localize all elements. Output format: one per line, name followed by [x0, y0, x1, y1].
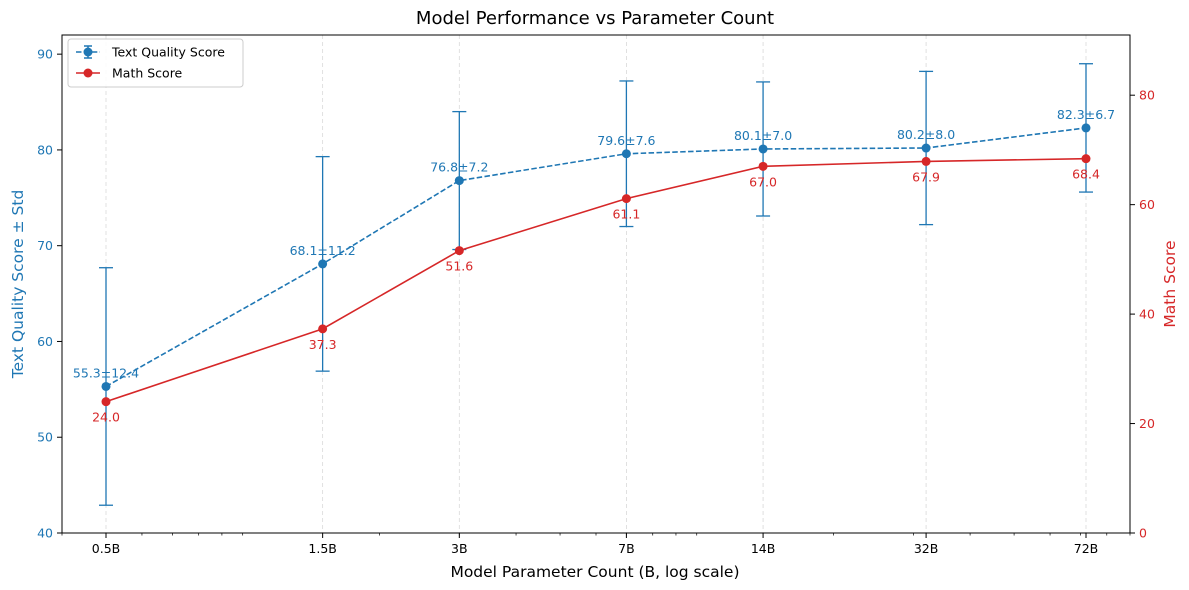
data-label-text-quality: 80.2±8.0 — [897, 127, 955, 142]
data-label-text-quality: 68.1±11.2 — [290, 243, 356, 258]
data-labels: 55.3±12.4 68.1±11.2 76.8±7.2 79.6±7.6 80.1±7… — [73, 107, 1115, 425]
data-label-math: 51.6 — [445, 259, 473, 274]
grid-lines — [105, 35, 1087, 533]
point-math — [758, 161, 768, 171]
legend-box — [67, 38, 244, 88]
data-label-text-quality: 79.6±7.6 — [597, 133, 655, 148]
y-left-tick-label-2: 60 — [37, 334, 53, 349]
point-math — [101, 397, 111, 407]
data-label-math: 67.0 — [749, 174, 777, 189]
axes: 0.5B 1.5B 3B 7B 14B 32B 72B 40 50 60 70 80 90 0 20 40 60… — [37, 34, 1155, 556]
point-math — [621, 194, 631, 204]
x-tick-label-5: 32B — [914, 541, 938, 556]
y-right-tick-label-4: 80 — [1139, 88, 1155, 103]
y-axis-right-label: Math Score — [1161, 240, 1179, 327]
x-tick-label-2: 3B — [451, 541, 468, 556]
series-layer — [99, 63, 1093, 506]
point-text-quality — [621, 149, 631, 159]
point-text-quality — [454, 176, 464, 186]
y-right-tick-label-1: 20 — [1139, 416, 1155, 431]
x-tick-label-3: 7B — [618, 541, 635, 556]
y-left-tick-label-3: 70 — [37, 238, 53, 253]
data-label-math: 68.4 — [1072, 167, 1100, 182]
point-math — [921, 156, 931, 166]
data-label-text-quality: 82.3±6.7 — [1057, 107, 1115, 122]
point-text-quality — [101, 381, 111, 391]
point-math — [318, 324, 328, 334]
y-right-tick-label-2: 40 — [1139, 307, 1155, 322]
x-tick-label-4: 14B — [751, 541, 775, 556]
x-tick-label-0: 0.5B — [92, 541, 120, 556]
data-label-math: 37.3 — [309, 337, 337, 352]
data-label-text-quality: 55.3±12.4 — [73, 365, 139, 380]
y-right-tick-label-3: 60 — [1139, 197, 1155, 212]
data-label-math: 61.1 — [612, 207, 640, 222]
legend: Text Quality Score Math Score — [67, 38, 244, 88]
point-math — [1081, 154, 1091, 164]
chart-title: Model Performance vs Parameter Count — [416, 8, 774, 29]
legend-item-text-quality: Text Quality Score — [76, 45, 225, 60]
point-text-quality — [758, 144, 768, 154]
y-left-tick-label-5: 90 — [37, 47, 53, 62]
y-right-tick-label-0: 0 — [1139, 526, 1147, 541]
y-left-tick-label-4: 80 — [37, 142, 53, 157]
data-label-math: 24.0 — [92, 410, 120, 425]
x-tick-label-6: 72B — [1074, 541, 1098, 556]
legend-item-math: Math Score — [76, 66, 183, 81]
legend-label-math: Math Score — [112, 66, 183, 81]
point-text-quality — [318, 259, 328, 269]
x-axis-label: Model Parameter Count (B, log scale) — [450, 563, 739, 581]
data-label-text-quality: 80.1±7.0 — [734, 128, 792, 143]
point-text-quality — [921, 143, 931, 153]
legend-marker-text-quality — [83, 47, 93, 57]
y-left-tick-label-0: 40 — [37, 526, 53, 541]
x-tick-label-1: 1.5B — [308, 541, 336, 556]
y-left-tick-label-1: 50 — [37, 430, 53, 445]
y-axis-left-label: Text Quality Score ± Std — [9, 190, 27, 380]
legend-marker-math — [83, 68, 93, 78]
data-label-text-quality: 76.8±7.2 — [430, 160, 488, 175]
point-text-quality — [1081, 123, 1091, 133]
series-line-text-quality — [105, 127, 1087, 388]
plot-frame — [61, 34, 1131, 534]
data-label-math: 67.9 — [912, 169, 940, 184]
series-line-math — [105, 157, 1087, 403]
legend-label-text-quality: Text Quality Score — [111, 45, 225, 60]
point-math — [454, 246, 464, 256]
